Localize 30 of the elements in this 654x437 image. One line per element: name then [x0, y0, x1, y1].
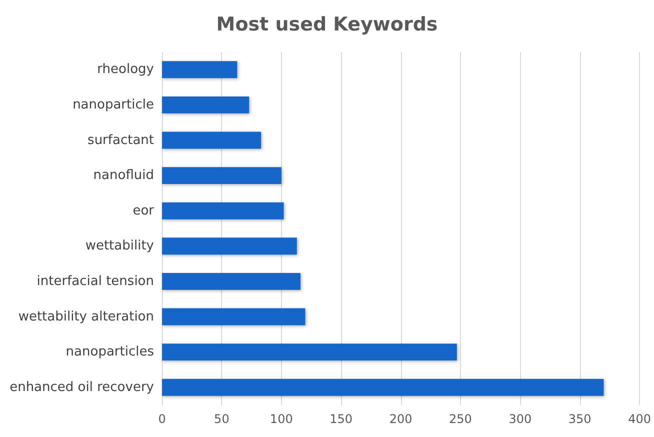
x-tick-label: 0: [158, 412, 166, 426]
bar: [162, 202, 284, 220]
x-tick-label: 100: [270, 412, 293, 426]
y-tick-label: enhanced oil recovery: [10, 380, 154, 395]
y-tick-label: nanoparticle: [72, 97, 154, 112]
x-tick-label: 250: [449, 412, 472, 426]
bar: [162, 96, 250, 114]
x-tick-label: 50: [214, 412, 230, 426]
bar: [162, 272, 300, 290]
y-tick-label: interfacial tension: [36, 274, 154, 289]
bar: [162, 167, 282, 184]
bar: [162, 378, 604, 396]
x-tick-label: 200: [389, 412, 412, 426]
y-tick-label: nanofluid: [93, 168, 154, 184]
bar: [162, 344, 457, 361]
y-tick-label: eor: [132, 203, 155, 218]
y-tick-label: rheology: [97, 62, 154, 78]
x-tick-label: 300: [508, 412, 532, 426]
bar: [162, 308, 306, 326]
x-tick-label: 350: [568, 412, 592, 426]
chart-title: Most used Keywords: [216, 14, 438, 36]
x-tick-label: 400: [628, 412, 651, 426]
bar: [162, 132, 262, 149]
y-tick-label: wettability: [85, 238, 154, 254]
y-tick-label: wettability alteration: [18, 309, 154, 324]
y-tick-label: nanoparticles: [66, 344, 154, 360]
bar: [162, 238, 297, 255]
y-tick-label: surfactant: [88, 132, 154, 148]
x-tick-label: 150: [330, 412, 353, 426]
bar: [162, 61, 238, 78]
